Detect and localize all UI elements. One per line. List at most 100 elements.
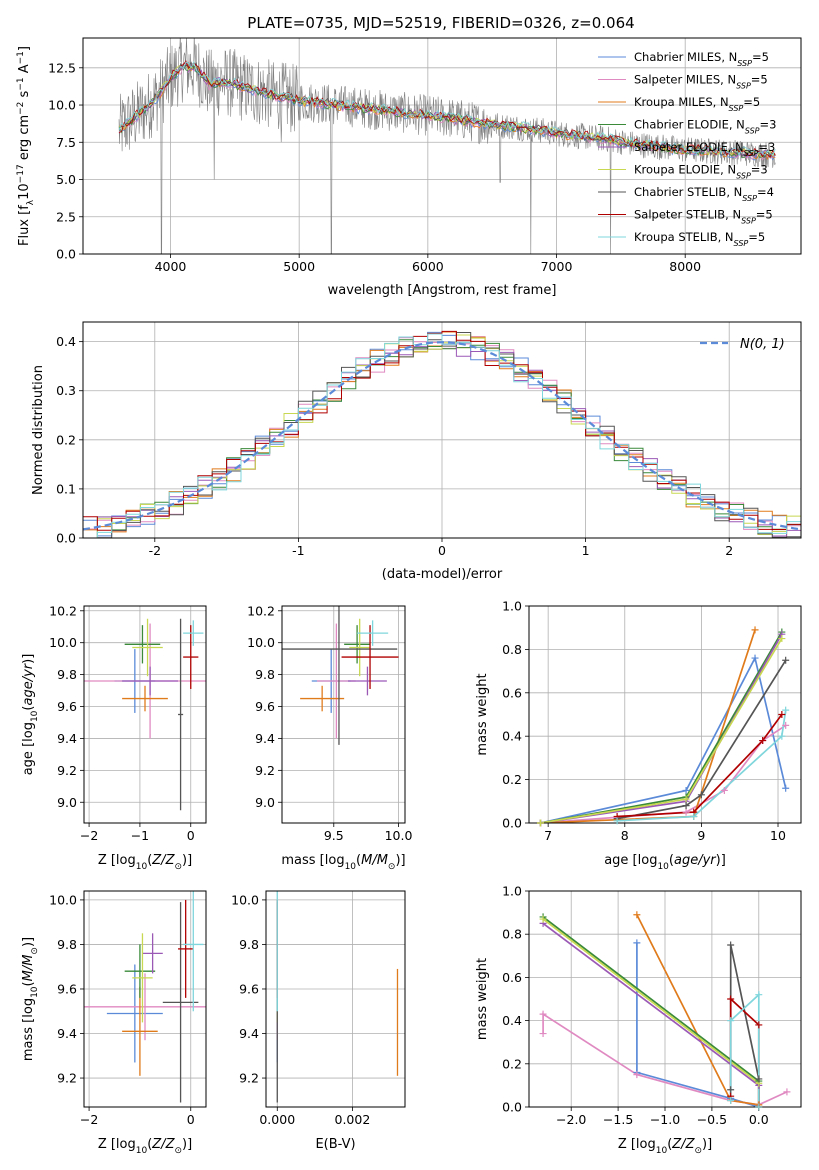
axes-frame	[281, 605, 406, 824]
label-part: 10	[656, 1146, 668, 1156]
plot-area	[118, 38, 776, 254]
legend-name: Kroupa ELODIE, N	[634, 163, 736, 177]
label-part: age [log	[604, 853, 657, 868]
weight-marker	[782, 721, 790, 729]
weight-marker	[536, 819, 544, 827]
legend-n: =5	[752, 50, 769, 64]
label-part: Z/Z	[151, 853, 175, 868]
label-part: (	[147, 853, 152, 868]
legend-label: Salpeter MILES, NSSP=5	[634, 73, 768, 91]
legend-sub: SSP	[734, 239, 749, 248]
weight-marker	[778, 635, 786, 643]
label-part: age/yr	[21, 662, 36, 705]
weight-marker	[682, 795, 690, 803]
y-tick-label: 10.0	[231, 892, 259, 907]
y-tick-label: 10.0	[49, 892, 77, 907]
x-axis-label: (data-model)/error	[382, 567, 503, 582]
y-tick-label: 9.0	[57, 795, 77, 810]
label-part: Z/Z	[151, 1137, 175, 1152]
y-tick-label: 9.8	[255, 667, 275, 682]
label-part: erg cm	[17, 115, 32, 164]
plot-area	[540, 629, 787, 823]
axes-frame	[83, 605, 207, 824]
label-part: )]	[21, 937, 36, 947]
panel-age_vs_mass: 9.5 10.0 9.0 9.2 9.4 9.6 9.8 10.0 10.2 mass [log1…	[247, 603, 412, 872]
weight-line	[540, 629, 756, 823]
legend-name: Chabrier ELODIE, N	[634, 118, 745, 132]
weight-line	[617, 713, 783, 818]
weight-marker	[697, 791, 705, 799]
x-tick-label: 7	[544, 828, 552, 843]
legend-n: =5	[751, 73, 768, 87]
weight-marker	[778, 732, 786, 740]
spectrum-model-line	[118, 60, 776, 157]
weight-line	[617, 710, 787, 822]
grid	[83, 322, 801, 539]
legend-label: Kroupa STELIB, NSSP=5	[634, 230, 765, 248]
x-tick-label: 4000	[155, 259, 187, 274]
legend-sub: SSP	[745, 126, 760, 135]
weight-line	[542, 922, 760, 1107]
x-tick-label: 1	[582, 543, 590, 558]
grid	[266, 891, 405, 1107]
x-tick-label: 0	[187, 828, 195, 843]
y-tick-label: 9.2	[255, 763, 275, 778]
y-tick-label: 0.2	[56, 432, 76, 447]
y-tick-label: 0.4	[502, 1013, 522, 1028]
weight-marker	[759, 737, 767, 745]
x-tick-label: −0.5	[697, 1112, 727, 1127]
x-tick-label: 0	[438, 543, 446, 558]
legend-n: =5	[748, 230, 765, 244]
panel-weight_vs_Z: −2.0 −1.5 −1.0 −0.5 0.0 0.0 0.2 0.4 0.6 0.8 1.0 Z […	[475, 884, 802, 1156]
x-tick-label: −2	[80, 1112, 98, 1127]
legend-name: Salpeter STELIB, N	[634, 208, 741, 222]
weight-marker	[755, 1075, 763, 1083]
legend-name: Chabrier MILES, N	[634, 50, 737, 64]
label-part: (	[667, 1137, 672, 1152]
residual-histogram	[83, 330, 801, 531]
y-tick-label: 10.2	[247, 603, 275, 618]
weight-marker	[727, 941, 735, 949]
y-tick-label: 0.3	[56, 383, 76, 398]
legend-n: =5	[756, 208, 773, 222]
x-tick-label: 0.0	[749, 1112, 769, 1127]
x-tick-label: −1	[131, 828, 149, 843]
weight-marker	[783, 1088, 791, 1096]
y-tick-label: 9.6	[255, 699, 275, 714]
weight-marker	[755, 991, 763, 999]
label-part: (	[147, 1137, 152, 1152]
y-tick-label: 9.4	[255, 731, 275, 746]
x-tick-label: -2	[149, 543, 161, 558]
x-tick-label: 10	[770, 828, 786, 843]
x-tick-label: −2.0	[556, 1112, 586, 1127]
panel-residuals: -2 -1 0 1 2 0.0 0.1 0.2 0.3 0.4 N(0, 1) (data-model…	[31, 321, 802, 582]
legend-label: Salpeter ELODIE, NSSP=3	[634, 140, 775, 158]
y-tick-label: 9.4	[57, 731, 77, 746]
weight-marker	[782, 784, 790, 792]
panel-mass_vs_Z: −2 09.29.49.69.810.0Z [log10(Z/Z⊙)]mass […	[21, 890, 207, 1156]
panel-spectrum: 4000 5000 6000 7000 8000 0.0 2.5 5.0 7.5 10.0 12.5…	[16, 37, 802, 298]
label-part: ⊙	[174, 862, 182, 872]
y-tick-label: 2.5	[56, 209, 76, 224]
label-part: M/M	[361, 853, 388, 868]
weight-line	[540, 724, 787, 823]
weight-line	[540, 655, 787, 823]
legend-sub: SSP	[742, 194, 757, 203]
weight-marker	[751, 626, 759, 634]
y-tick-label: 7.5	[56, 135, 76, 150]
label-part: (	[21, 706, 36, 711]
label-part: mass [log	[281, 853, 344, 868]
label-part: Z [log	[618, 1137, 656, 1152]
legend-sub: SSP	[741, 216, 756, 225]
y-tick-label: 12.5	[48, 60, 76, 75]
weight-marker	[690, 812, 698, 820]
y-axis-label: Normed distribution	[31, 365, 46, 495]
weight-marker	[539, 1030, 547, 1038]
y-axis-label: mass weight	[475, 958, 490, 1040]
x-tick-label: 8	[621, 828, 629, 843]
weight-marker	[782, 706, 790, 714]
axes-frame	[82, 321, 802, 539]
legend-label: Chabrier STELIB, NSSP=4	[634, 185, 774, 203]
weight-marker	[633, 1071, 641, 1079]
